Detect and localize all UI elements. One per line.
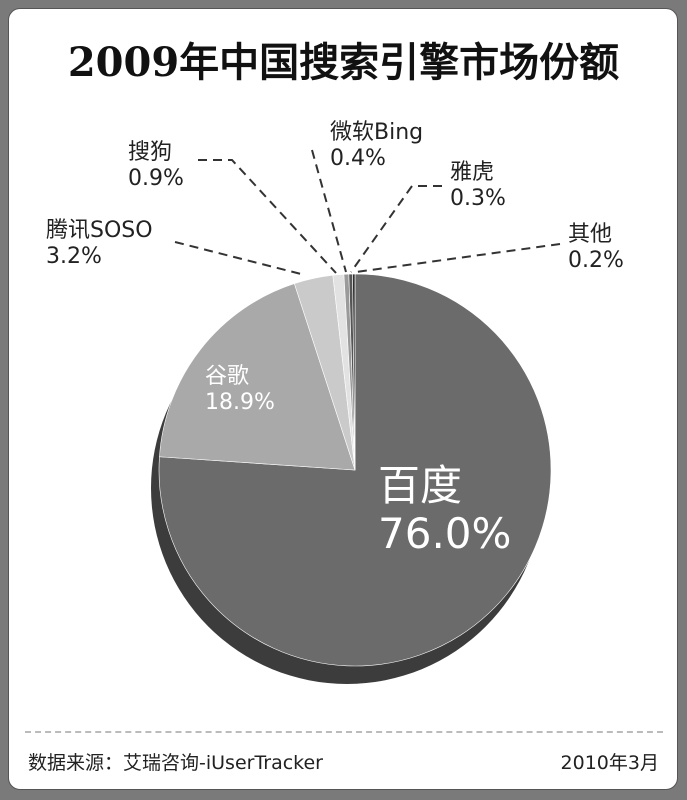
label-soso: 腾讯SOSO 3.2% [46,218,153,269]
chart-title: 2009年中国搜索引擎市场份额 [67,39,620,86]
leader-line-other [355,243,561,273]
label-other: 其他 0.2% [568,222,624,273]
date-note: 2010年3月 [560,752,659,774]
label-baidu: 百度 76.0% [378,461,512,558]
source-note: 数据来源：艾瑞咨询-iUserTracker [28,752,323,774]
leader-line-yahoo [350,185,442,273]
label-google: 谷歌 18.9% [205,364,275,415]
footer-divider [25,731,663,733]
pie-slice-1 [159,283,356,471]
pie-slice-6 [352,273,356,471]
label-sogou: 搜狗 0.9% [128,140,184,191]
leader-line-soso [174,241,306,276]
leader-line-sogou [198,159,337,274]
pie-slice-0 [158,273,552,667]
label-bing: 微软Bing 0.4% [330,120,424,171]
leader-line-bing [311,149,347,273]
label-yahoo: 雅虎 0.3% [450,160,506,211]
